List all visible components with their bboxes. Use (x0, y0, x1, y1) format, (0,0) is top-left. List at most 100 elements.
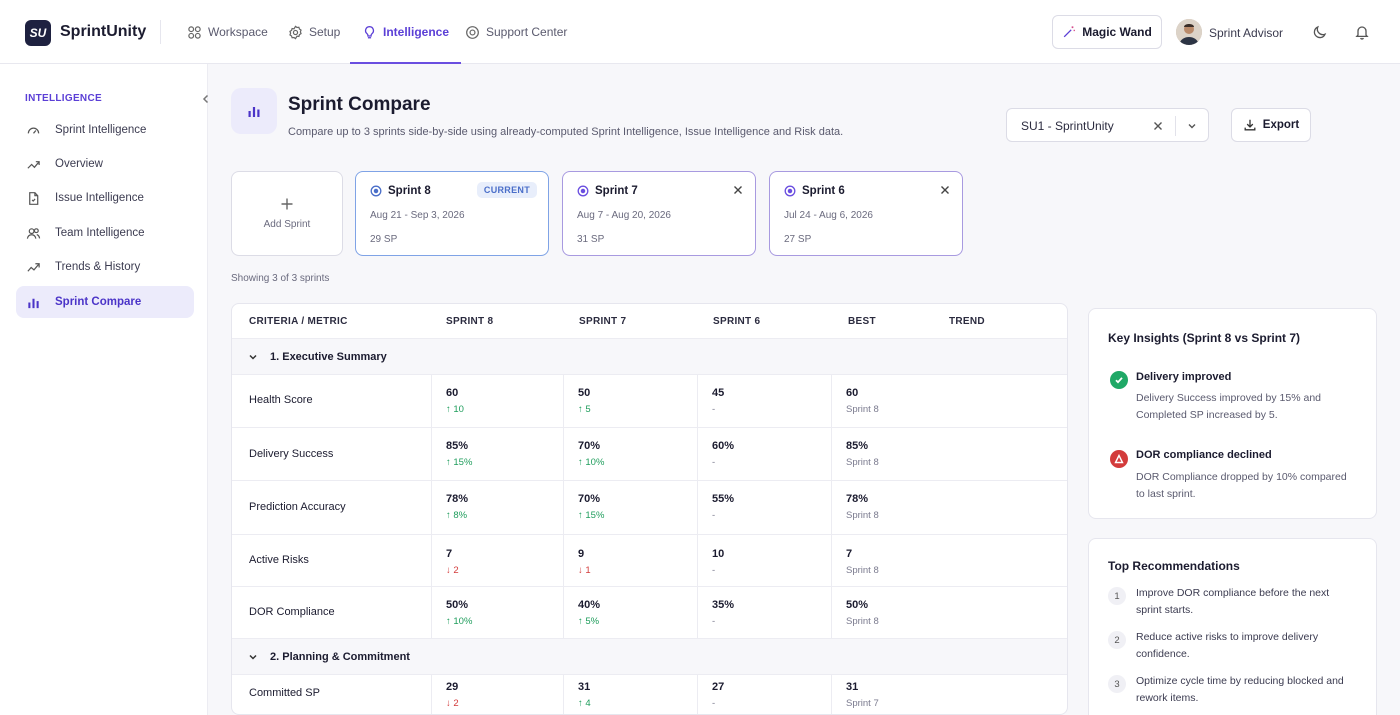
insight-heading: Delivery improved (1136, 371, 1232, 383)
nav-intelligence[interactable]: Intelligence (349, 0, 462, 64)
sidebar-item-overview[interactable]: Overview (16, 148, 194, 180)
sprint7-delta: ↓ 1 (578, 565, 591, 576)
add-sprint-button[interactable]: Add Sprint (231, 171, 343, 256)
moon-icon[interactable] (1312, 24, 1328, 40)
sprint-card[interactable]: Sprint 7 Aug 7 - Aug 20, 2026 31 SP (562, 171, 756, 256)
best-source: Sprint 8 (846, 616, 879, 627)
table-row[interactable]: Committed SP 29 ↓ 2 31 ↑ 4 27 - 31 Sprint 7 (232, 675, 1067, 714)
advisor-name[interactable]: Sprint Advisor (1209, 26, 1284, 40)
check-circle-icon (1110, 371, 1128, 389)
sprint6-delta: - (712, 698, 716, 709)
bulb-icon (364, 25, 375, 38)
sprint7-delta: ↑ 5 (578, 404, 591, 415)
sprint8-delta: ↑ 8% (446, 510, 468, 521)
project-select[interactable]: SU1 - SprintUnity (1006, 108, 1209, 142)
sprint6-delta: - (712, 510, 716, 521)
grid-icon (188, 25, 201, 39)
sprint6-value: 35% (712, 599, 735, 611)
sidebar-item-issue-intelligence[interactable]: Issue Intelligence (16, 182, 194, 214)
sprint-name: Sprint 7 (595, 185, 638, 197)
app-name[interactable]: SprintUnity (60, 23, 147, 40)
showing-count: Showing 3 of 3 sprints (231, 273, 330, 284)
sprint8-value: 7 (446, 548, 453, 560)
add-sprint-label: Add Sprint (263, 219, 311, 230)
sprint8-delta: ↑ 10% (446, 616, 473, 627)
sidebar-item-label: Trends & History (55, 261, 141, 273)
section-header[interactable]: 1. Executive Summary (232, 338, 1067, 375)
avatar[interactable] (1176, 19, 1202, 45)
table-row[interactable]: Health Score 60 ↑ 10 50 ↑ 5 45 - 60 Sprint 8 (232, 375, 1067, 428)
sprint7-delta: ↑ 15% (578, 510, 605, 521)
best-value: 85% (846, 440, 869, 452)
app-logo[interactable]: SU (25, 20, 51, 46)
comparison-table: CRITERIA / METRIC SPRINT 8 SPRINT 7 SPRI… (231, 303, 1068, 715)
sprint7-value: 50 (578, 387, 591, 399)
sprint6-value: 27 (712, 681, 725, 693)
best-source: Sprint 8 (846, 510, 879, 521)
sidebar-item-team-intelligence[interactable]: Team Intelligence (16, 217, 194, 249)
users-icon (26, 227, 41, 239)
chevron-down-icon[interactable] (1186, 120, 1198, 132)
nav-support-center[interactable]: Support Center (465, 0, 567, 64)
sprint-card[interactable]: Sprint 6 Jul 24 - Aug 6, 2026 27 SP (769, 171, 963, 256)
metric-name: Health Score (249, 394, 313, 406)
sprint-card[interactable]: Sprint 8 CURRENT Aug 21 - Sep 3, 2026 29… (355, 171, 549, 256)
sprint-dates: Aug 7 - Aug 20, 2026 (577, 210, 671, 221)
sprint6-delta: - (712, 404, 716, 415)
sidebar-item-label: Sprint Intelligence (55, 124, 147, 136)
bar-chart-icon (248, 107, 260, 117)
remove-sprint-icon[interactable] (732, 184, 744, 196)
sprint7-value: 9 (578, 548, 585, 560)
table-row[interactable]: Prediction Accuracy 78% ↑ 8% 70% ↑ 15% 55%… (232, 481, 1067, 535)
wand-icon (1063, 26, 1076, 38)
metric-name: Delivery Success (249, 448, 334, 460)
metric-name: DOR Compliance (249, 606, 335, 618)
column-header: BEST (848, 316, 876, 327)
bell-icon[interactable] (1354, 24, 1370, 40)
sprint8-value: 50% (446, 599, 469, 611)
column-header: CRITERIA / METRIC (249, 316, 348, 327)
sprint7-value: 70% (578, 440, 601, 452)
sprint8-value: 78% (446, 493, 469, 505)
nav-workspace[interactable]: Workspace (187, 0, 268, 64)
magic-wand-button[interactable]: Magic Wand (1052, 15, 1162, 49)
project-select-value: SU1 - SprintUnity (1021, 119, 1114, 133)
remove-sprint-icon[interactable] (939, 184, 951, 196)
sprint7-value: 70% (578, 493, 601, 505)
table-row[interactable]: DOR Compliance 50% ↑ 10% 40% ↑ 5% 35% - 50%… (232, 587, 1067, 639)
sidebar-item-sprint-compare[interactable]: Sprint Compare (16, 286, 194, 318)
sprint8-value: 29 (446, 681, 459, 693)
table-row[interactable]: Delivery Success 85% ↑ 15% 70% ↑ 10% 60% - … (232, 428, 1067, 481)
sprint-name: Sprint 8 (388, 185, 431, 197)
sprint6-delta: - (712, 565, 716, 576)
clear-icon[interactable] (1152, 120, 1164, 132)
insight-heading: DOR compliance declined (1136, 449, 1272, 461)
sprint-name: Sprint 6 (802, 185, 845, 197)
table-row[interactable]: Active Risks 7 ↓ 2 9 ↓ 1 10 - 7 Sprint 8 (232, 535, 1067, 587)
section-header[interactable]: 2. Planning & Commitment (232, 638, 1067, 675)
download-icon (1244, 119, 1256, 131)
sprint6-delta: - (712, 457, 716, 468)
chevron-down-icon (249, 354, 257, 360)
target-icon (577, 185, 589, 197)
recommendations-panel: Top Recommendations 1 Improve DOR compli… (1088, 538, 1377, 715)
nav-setup[interactable]: Setup (288, 0, 340, 64)
chevron-left-icon[interactable] (199, 92, 213, 106)
sprint8-delta: ↓ 2 (446, 698, 459, 709)
sprint-card-title: Sprint 7 (577, 185, 638, 197)
best-value: 50% (846, 599, 869, 611)
sprint8-delta: ↓ 2 (446, 565, 459, 576)
export-button[interactable]: Export (1231, 108, 1311, 142)
sprint6-value: 55% (712, 493, 735, 505)
gear-icon (289, 25, 302, 39)
sprint8-value: 60 (446, 387, 459, 399)
nav-label: Setup (309, 25, 341, 39)
sidebar-item-sprint-intelligence[interactable]: Sprint Intelligence (16, 114, 194, 146)
sprint6-value: 10 (712, 548, 725, 560)
sidebar-item-trends-history[interactable]: Trends & History (16, 251, 194, 283)
section-title: 1. Executive Summary (270, 350, 387, 363)
insight-text: DOR Compliance dropped by 10% compared t… (1136, 471, 1347, 500)
sprint7-delta: ↑ 10% (578, 457, 605, 468)
export-label: Export (1262, 119, 1300, 131)
sidebar-heading: INTELLIGENCE (25, 93, 102, 104)
